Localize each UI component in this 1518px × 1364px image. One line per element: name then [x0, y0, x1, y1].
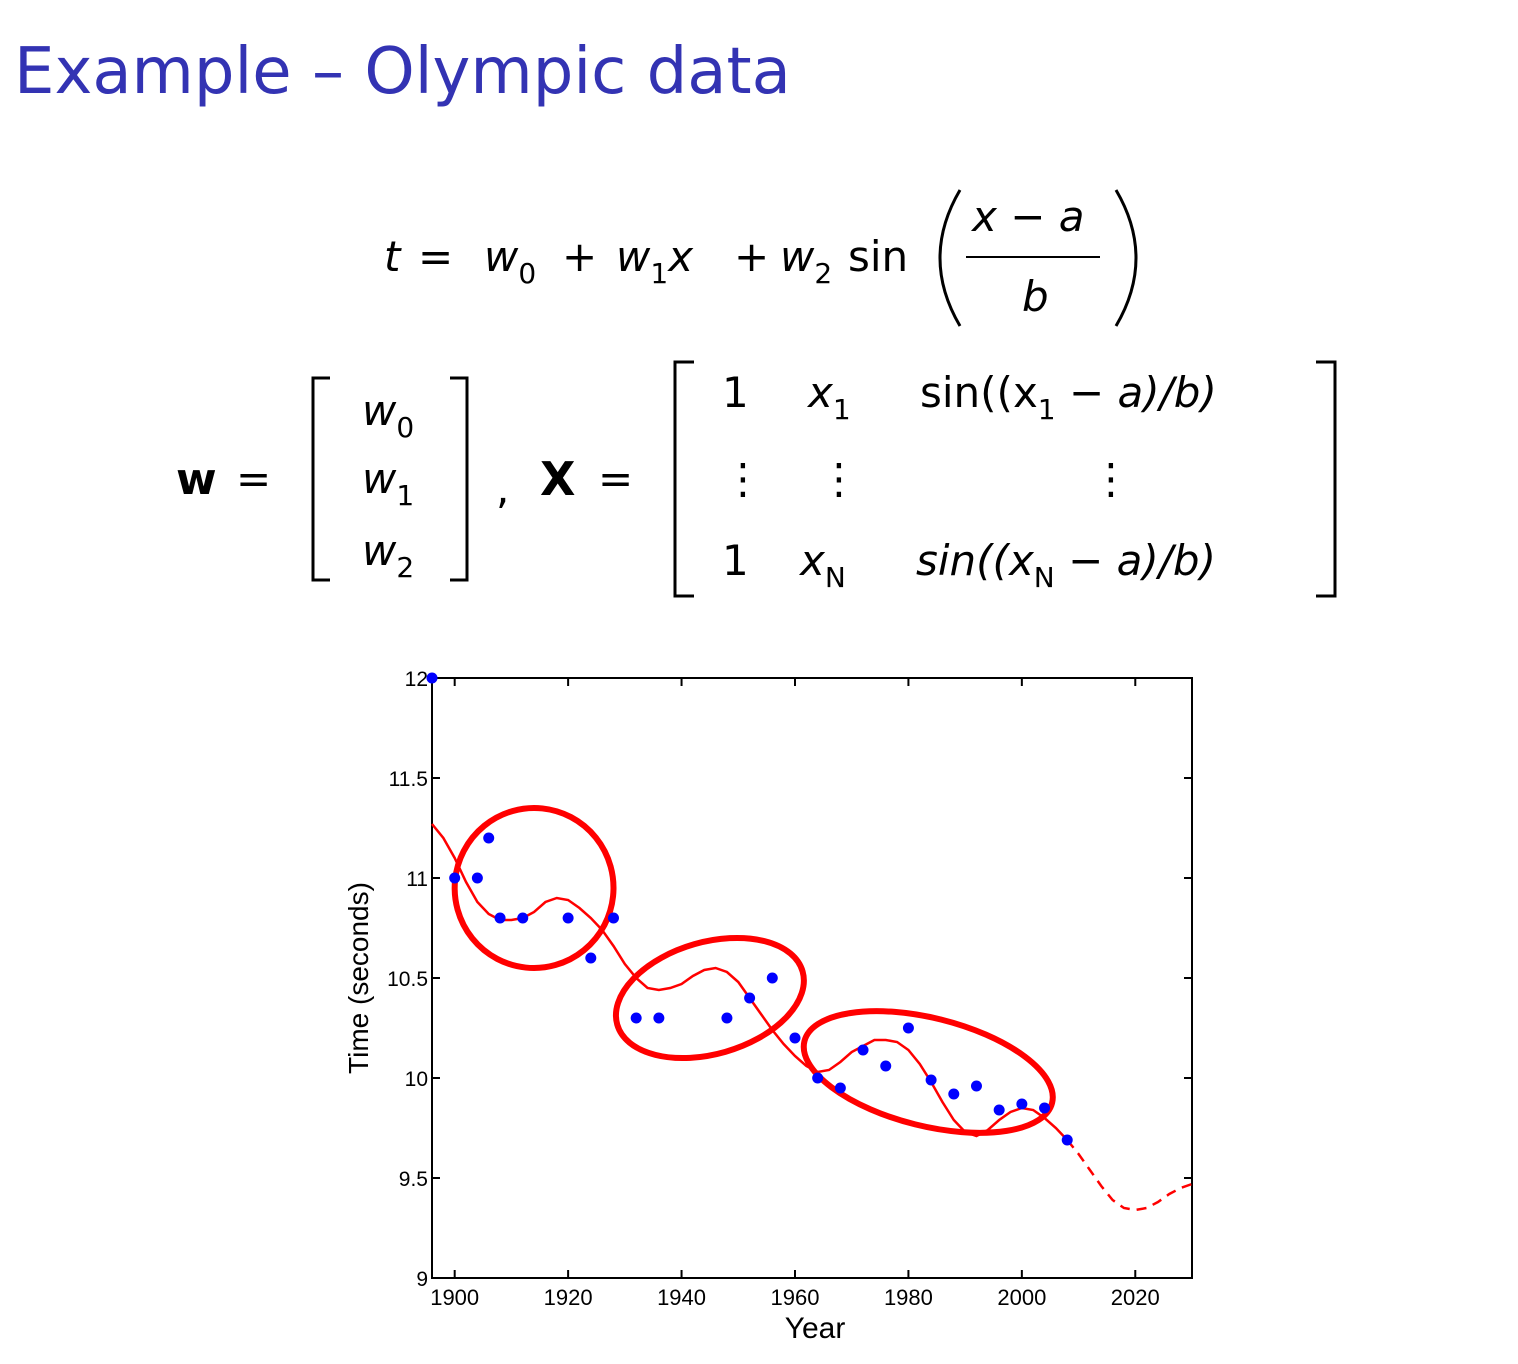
prediction-line	[1066, 1139, 1193, 1212]
data-point	[721, 1012, 733, 1024]
x-tick-label: 1960	[771, 1285, 820, 1310]
matrix-r1-c3: sin((x1 − a)/b)	[920, 368, 1217, 426]
data-point	[471, 872, 483, 884]
matrix-r1-c2: x1	[808, 368, 851, 426]
annotation-circle	[612, 934, 807, 1062]
matrix-r1-c1: 1	[722, 368, 749, 417]
x-tick-label: 2020	[1111, 1285, 1160, 1310]
data-point	[426, 672, 438, 684]
data-point	[902, 1022, 914, 1034]
y-tick-label: 9	[416, 1268, 428, 1291]
vector-w-entry-2: w2	[362, 526, 415, 584]
slide-title: Example – Olympic data	[14, 35, 791, 109]
data-point	[857, 1044, 869, 1056]
data-point	[948, 1088, 960, 1100]
eq-term-w2: w2	[780, 232, 833, 290]
y-tick-label: 11.5	[389, 768, 428, 791]
data-point	[630, 1012, 642, 1024]
matrix-X-brackets	[673, 360, 1337, 598]
y-tick-label: 10	[405, 1068, 428, 1091]
matrix-r2-c1: ⋮	[722, 454, 764, 503]
eq2-comma: ,	[496, 464, 510, 513]
x-tick-label: 1920	[544, 1285, 593, 1310]
matrix-r3-c3: sin((xN − a)/b)	[916, 536, 1216, 594]
y-tick-label: 9.5	[399, 1168, 428, 1191]
eq2-equals-1: =	[236, 454, 272, 503]
eq-fraction-bar	[966, 256, 1100, 258]
eq-plus-1: +	[562, 232, 598, 281]
data-point	[925, 1074, 937, 1086]
matrix-r2-c2: ⋮	[818, 454, 860, 503]
data-point	[1039, 1102, 1051, 1114]
eq-parentheses	[938, 189, 1138, 327]
data-point	[585, 952, 597, 964]
data-point	[789, 1032, 801, 1044]
x-tick-label: 1900	[430, 1285, 479, 1310]
vector-w-entry-0: w0	[362, 386, 415, 444]
y-axis-label: Time (seconds)	[343, 882, 374, 1074]
data-point	[1061, 1134, 1073, 1146]
data-point	[993, 1104, 1005, 1116]
eq-denominator: b	[1022, 272, 1049, 321]
y-tick-label: 11	[406, 868, 428, 891]
vector-w-entry-1: w1	[362, 454, 415, 512]
data-point	[449, 872, 461, 884]
data-point	[834, 1082, 846, 1094]
plot-frame	[431, 677, 1193, 1279]
matrix-X-label: X	[540, 452, 576, 506]
data-point	[494, 912, 506, 924]
eq-equals: =	[418, 232, 454, 281]
eq-lhs: t	[384, 232, 401, 281]
vector-w-label: w	[176, 454, 217, 505]
matrix-r3-c1: 1	[722, 536, 749, 585]
data-point	[970, 1080, 982, 1092]
matrix-r3-c2: xN	[800, 536, 846, 594]
data-point	[744, 992, 756, 1004]
data-point	[607, 912, 619, 924]
annotation-circle	[800, 1008, 1056, 1136]
fit-line	[431, 823, 1069, 1141]
eq-numerator: x − a	[972, 192, 1085, 241]
data-point	[517, 912, 529, 924]
y-tick-label: 10.5	[387, 968, 428, 991]
eq-sin: sin	[848, 232, 909, 281]
matrix-r2-c3: ⋮	[1090, 454, 1132, 503]
x-tick-label: 2000	[997, 1285, 1046, 1310]
annotation-circle	[451, 805, 617, 971]
data-point	[483, 832, 495, 844]
x-axis-label: Year	[785, 1312, 846, 1345]
data-point	[766, 972, 778, 984]
data-point	[1016, 1098, 1028, 1110]
data-point	[880, 1060, 892, 1072]
x-tick-label: 1980	[884, 1285, 933, 1310]
eq2-equals-2: =	[598, 454, 634, 503]
eq-plus-2: +	[734, 232, 770, 281]
eq-term-w0: w0	[484, 232, 537, 290]
x-tick-label: 1940	[657, 1285, 706, 1310]
y-tick-label: 12	[405, 668, 428, 691]
eq-term-w1x: w1x	[616, 232, 694, 290]
data-point	[562, 912, 574, 924]
vector-w-brackets	[311, 376, 469, 582]
data-point	[653, 1012, 665, 1024]
data-point	[812, 1072, 824, 1084]
